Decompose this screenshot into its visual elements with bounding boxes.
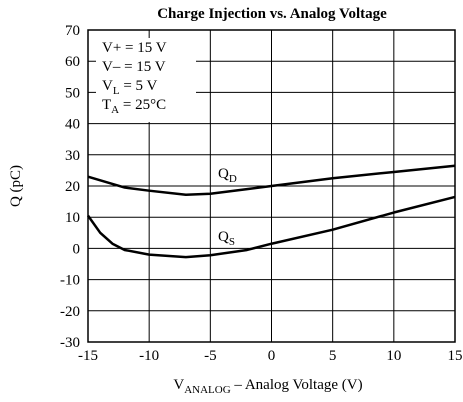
y-tick-label: 0 <box>73 241 81 257</box>
y-tick-label: -10 <box>60 273 80 289</box>
annotation: TA = 25°C <box>102 97 166 116</box>
plot-frame <box>87 29 456 343</box>
x-tick-label: 10 <box>386 348 401 364</box>
x-tick-label: 5 <box>329 348 337 364</box>
annotation-part: V– = 15 V <box>102 59 166 75</box>
y-tick-label: 10 <box>65 210 80 226</box>
annotation-part: V+ = 15 V <box>102 40 167 56</box>
x-tick-label: -10 <box>139 348 159 364</box>
series-label-part: Q <box>218 166 229 182</box>
x-axis-label-part: V <box>173 377 184 393</box>
annotation-part: A <box>111 104 119 116</box>
chart-title: Charge Injection vs. Analog Voltage <box>157 6 387 22</box>
x-tick-label: -5 <box>204 348 217 364</box>
x-tick-label: 15 <box>448 348 463 364</box>
series-line <box>86 195 456 259</box>
annotation-part: T <box>102 97 111 113</box>
annotation-part: V <box>102 78 113 94</box>
series-label-part: D <box>229 173 237 185</box>
x-tick-label: -15 <box>78 348 98 364</box>
annotation-part: L <box>113 85 120 97</box>
x-tick-label: 0 <box>268 348 276 364</box>
series-line <box>87 164 456 196</box>
annotation: V– = 15 V <box>102 59 166 75</box>
annotation: V+ = 15 V <box>102 40 167 56</box>
y-tick-label: 70 <box>65 23 80 39</box>
series-label: QS <box>218 229 235 248</box>
y-tick-label: 20 <box>65 179 80 195</box>
series-label-part: Q <box>218 229 229 245</box>
series-label-part: S <box>229 236 235 248</box>
annotation: VL = 5 V <box>102 78 158 97</box>
y-tick-label: 50 <box>65 85 80 101</box>
y-tick-label: 40 <box>65 117 80 133</box>
annotation-part: = 5 V <box>120 78 158 94</box>
x-axis-label: VANALOG – Analog Voltage (V) <box>173 377 362 396</box>
y-tick-label: -20 <box>60 304 80 320</box>
y-tick-label: -30 <box>60 335 80 351</box>
y-tick-label: 60 <box>65 54 80 70</box>
annotation-box <box>96 38 196 122</box>
y-axis-label: Q (pC) <box>8 165 24 207</box>
series-label: QD <box>218 166 237 185</box>
x-axis-label-part: – Analog Voltage (V) <box>231 377 363 393</box>
y-tick-label: 30 <box>65 148 80 164</box>
x-axis-label-part: ANALOG <box>184 384 230 396</box>
annotation-part: = 25°C <box>119 97 166 113</box>
